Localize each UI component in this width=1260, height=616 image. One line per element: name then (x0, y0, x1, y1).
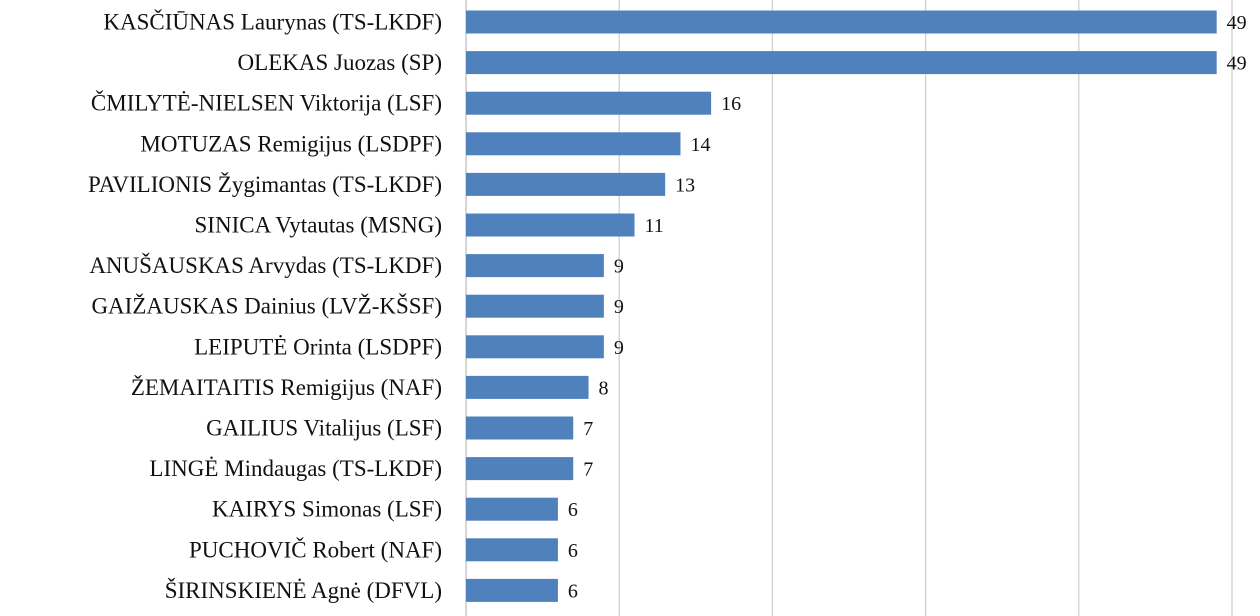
data-label-9: 9 (614, 337, 624, 359)
data-label-8: 9 (614, 296, 624, 318)
bar-6 (466, 213, 635, 237)
category-label-10: ŽEMAITAITIS Remigijus (NAF) (131, 375, 442, 400)
category-label-15: ŠIRINSKIENĖ Agnė (DFVL) (165, 577, 442, 603)
bar-2 (466, 51, 1217, 75)
data-label-13: 6 (568, 499, 578, 521)
bar-8 (466, 294, 604, 318)
category-label-8: GAIŽAUSKAS Dainius (LVŽ-KŠSF) (91, 293, 442, 319)
data-label-11: 7 (583, 418, 593, 440)
category-label-13: KAIRYS Simonas (LSF) (212, 497, 442, 522)
bar-1 (466, 10, 1217, 34)
category-labels: KASČIŪNAS Laurynas (TS-LKDF) OLEKAS Juoza… (88, 9, 442, 603)
category-label-1: KASČIŪNAS Laurynas (TS-LKDF) (103, 9, 442, 35)
data-label-2: 49 (1227, 53, 1247, 75)
data-label-1: 49 (1227, 12, 1247, 34)
category-label-9: LEIPUTĖ Orinta (LSDPF) (194, 334, 442, 359)
data-label-10: 8 (599, 377, 609, 399)
bar-11 (466, 416, 574, 440)
bar-7 (466, 254, 604, 278)
category-label-14: PUCHOVIČ Robert (NAF) (189, 536, 442, 562)
category-label-3: ČMILYTĖ-NIELSEN Viktorija (LSF) (91, 90, 442, 116)
data-label-6: 11 (645, 215, 664, 237)
category-label-7: ANUŠAUSKAS Arvydas (TS-LKDF) (89, 252, 442, 278)
data-label-7: 9 (614, 256, 624, 278)
bars (466, 10, 1217, 602)
category-label-11: GAILIUS Vitalijus (LSF) (206, 416, 442, 441)
bar-14 (466, 538, 558, 562)
data-label-3: 16 (721, 93, 741, 115)
category-label-4: MOTUZAS Remigijus (LSDPF) (140, 131, 442, 156)
data-label-5: 13 (675, 174, 695, 196)
bar-5 (466, 172, 666, 196)
bar-12 (466, 457, 574, 481)
category-label-12: LINGĖ Mindaugas (TS-LKDF) (149, 456, 442, 481)
bar-13 (466, 497, 558, 521)
bar-9 (466, 335, 604, 359)
data-label-14: 6 (568, 540, 578, 562)
category-label-5: PAVILIONIS Žygimantas (TS-LKDF) (88, 172, 442, 197)
data-label-15: 6 (568, 580, 578, 602)
bar-10 (466, 375, 589, 399)
bar-4 (466, 132, 681, 156)
bar-15 (466, 578, 558, 602)
data-label-4: 14 (690, 134, 710, 156)
category-label-2: OLEKAS Juozas (SP) (238, 50, 442, 75)
data-label-12: 7 (583, 459, 593, 481)
category-label-6: SINICA Vytautas (MSNG) (195, 213, 442, 238)
bar-3 (466, 91, 712, 115)
